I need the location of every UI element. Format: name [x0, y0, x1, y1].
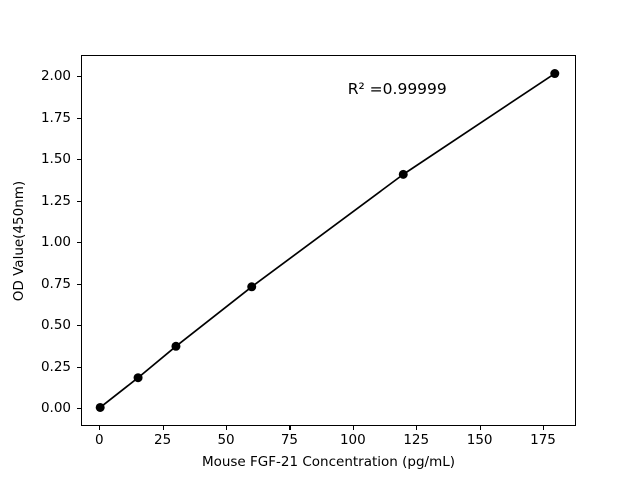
- data-series-svg: [95, 69, 560, 412]
- x-axis-tick-mark: [226, 426, 228, 430]
- x-axis-tick-mark: [543, 426, 545, 430]
- y-axis-tick-mark: [77, 283, 81, 285]
- x-axis-tick-mark: [479, 426, 481, 430]
- x-axis-tick-label: 75: [280, 432, 299, 448]
- x-axis-tick-label: 125: [403, 432, 430, 448]
- y-axis-tick-label: 0.50: [40, 317, 71, 334]
- x-axis-tick-mark: [416, 426, 418, 430]
- x-axis-label: Mouse FGF-21 Concentration (pg/mL): [201, 454, 456, 470]
- y-axis-label: OD Value(450nm): [10, 55, 28, 426]
- x-axis-tick-mark: [162, 426, 164, 430]
- y-axis-label-text: OD Value(450nm): [11, 180, 27, 301]
- y-axis-tick-label: 1.75: [40, 109, 71, 126]
- x-axis-tick-label: 175: [530, 432, 556, 448]
- y-axis-tick-label: 0.75: [40, 275, 71, 292]
- y-axis-tick-mark: [77, 159, 81, 161]
- data-point-marker: [133, 373, 143, 383]
- x-axis-tick-mark: [99, 426, 101, 430]
- x-axis-tick-label: 0: [94, 432, 104, 448]
- data-point-marker: [171, 341, 181, 351]
- x-axis-tick-label: 50: [217, 432, 235, 448]
- x-axis-tick-label: 25: [154, 432, 172, 448]
- y-axis-tick-mark: [77, 242, 81, 244]
- y-axis-tick-label: 1.50: [40, 151, 71, 168]
- y-axis-tick-label: 0.00: [40, 400, 71, 417]
- data-point-marker: [95, 402, 105, 412]
- plot-axes-frame: [81, 55, 576, 426]
- y-axis-tick-mark: [77, 117, 81, 119]
- y-axis-tick-mark: [77, 325, 81, 327]
- data-point-marker: [398, 169, 408, 179]
- y-axis-tick-label: 1.25: [40, 192, 71, 209]
- y-axis-tick-mark: [77, 75, 81, 78]
- y-axis-tick-label: 2.00: [40, 67, 71, 84]
- x-axis-tick-mark: [352, 426, 354, 430]
- data-line: [99, 72, 556, 409]
- plot-area: [82, 56, 575, 425]
- x-axis-tick-label: 150: [466, 432, 493, 448]
- r-squared-annotation: R² =0.99999: [347, 80, 447, 99]
- x-axis-tick-label: 100: [339, 432, 366, 448]
- data-point-marker: [550, 69, 560, 79]
- y-axis-tick-label: 1.00: [40, 234, 71, 251]
- x-axis-tick-mark: [289, 426, 291, 430]
- y-axis-tick-mark: [77, 366, 81, 368]
- y-axis-tick-mark: [77, 200, 81, 202]
- data-point-marker: [247, 282, 257, 292]
- y-axis-tick-label: 0.25: [40, 358, 71, 375]
- y-axis-tick-mark: [77, 408, 81, 410]
- data-markers: [95, 69, 560, 412]
